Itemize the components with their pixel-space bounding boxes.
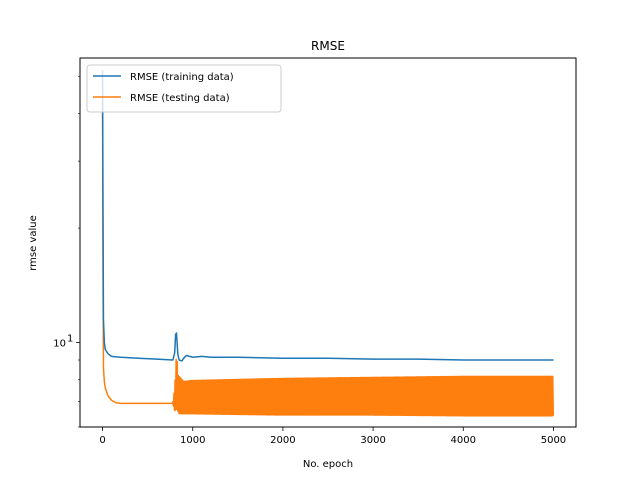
x-tick-label: 3000 xyxy=(360,435,385,446)
x-tick-label: 5000 xyxy=(541,435,566,446)
x-tick-label: 4000 xyxy=(451,435,476,446)
x-tick-label: 1000 xyxy=(180,435,205,446)
series-line-training xyxy=(101,70,554,362)
x-axis-label: No. epoch xyxy=(303,459,353,470)
x-tick-label: 2000 xyxy=(270,435,295,446)
legend-box xyxy=(86,64,282,113)
x-tick-label: 0 xyxy=(99,435,105,446)
y-axis-label: rmse value xyxy=(28,215,39,271)
legend-label-testing: RMSE (testing data) xyxy=(130,93,230,104)
x-axis-ticks: 0 1000 2000 3000 4000 5000 xyxy=(99,427,566,446)
plot-area xyxy=(101,70,555,417)
legend-label-training: RMSE (training data) xyxy=(130,72,234,83)
y-axis-ticks: 10 1 xyxy=(53,76,80,428)
chart-title: RMSE xyxy=(311,39,345,53)
axes-frame xyxy=(79,57,577,428)
y-tick-label: 10 xyxy=(53,339,66,350)
series-line-testing xyxy=(101,101,555,417)
y-tick-label-exponent: 1 xyxy=(67,334,73,345)
legend: RMSE (training data) RMSE (testing data) xyxy=(86,64,282,113)
